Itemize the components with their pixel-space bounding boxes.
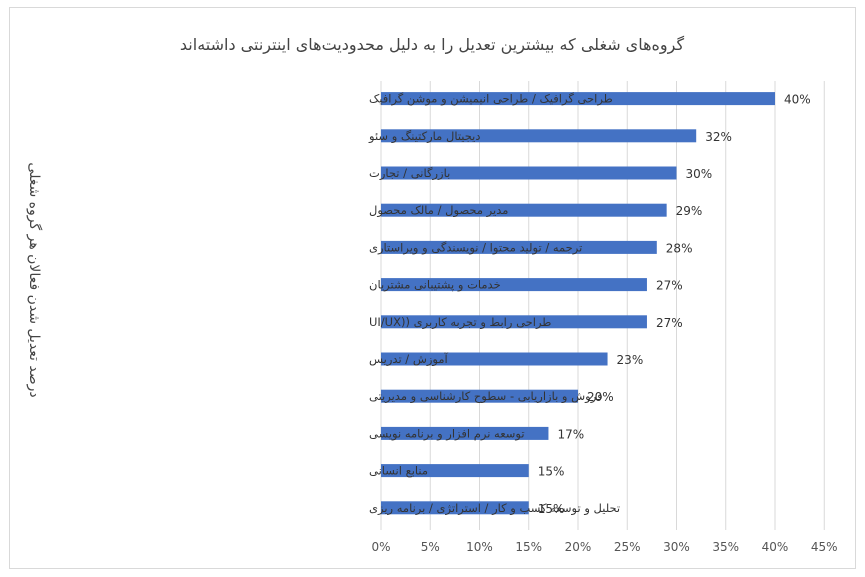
bar [381, 352, 608, 366]
bar [381, 464, 529, 478]
category-label: منابع انسانی [369, 464, 428, 478]
bar [381, 240, 657, 254]
data-label: 29% [676, 204, 703, 218]
category-label: ترجمه / تولید محتوا / نویسندگی و ویراستا… [369, 240, 582, 255]
data-label: 28% [666, 241, 693, 255]
x-tick-label: 40% [762, 540, 789, 554]
data-label: 23% [617, 353, 644, 367]
data-label: 15% [538, 502, 565, 516]
x-tick-label: 0% [371, 540, 390, 554]
x-tick-label: 15% [515, 540, 542, 554]
bar [381, 203, 667, 217]
bar [381, 129, 697, 143]
x-tick-label: 45% [811, 540, 838, 554]
chart-title: گروه‌های شغلی که بیشترین تعدیل را به دلی… [180, 35, 685, 55]
category-label: دیجیتال مارکتینگ و سئو [368, 129, 481, 144]
x-tick-label: 5% [421, 540, 440, 554]
category-label: فروش و بازاریابی - سطوح کارشناسی و مدیری… [369, 389, 603, 404]
y-axis-label: درصد تعدیل شدن فعالان هر گروه شغلی [26, 162, 43, 397]
x-tick-label: 20% [565, 540, 592, 554]
category-label: بازرگانی / تجارت [369, 166, 450, 181]
data-label: 17% [557, 427, 584, 441]
bar [381, 501, 529, 515]
category-label: تحلیل و توسعه کسب و کار / استراتژی / برن… [369, 501, 620, 516]
category-label: مدیر محصول / مالک محصول [369, 203, 508, 218]
data-label: 15% [538, 465, 565, 479]
bar [381, 166, 677, 180]
category-label: آموزش / تدریس [369, 352, 449, 367]
gridlines [380, 81, 825, 530]
category-label: خدمات و پشتیبانی مشتریان [369, 278, 501, 293]
bars [381, 92, 775, 515]
data-label: 27% [656, 279, 683, 293]
x-tick-label: 10% [466, 540, 493, 554]
bar [381, 278, 647, 292]
category-labels: طراحی گرافیک / طراحی انیمیشن و موشن گراف… [368, 92, 620, 516]
x-tick-label: 30% [663, 540, 690, 554]
data-label: 27% [656, 316, 683, 330]
data-label: 32% [705, 130, 732, 144]
data-label: 20% [587, 390, 614, 404]
bar [381, 426, 549, 440]
data-label: 40% [784, 93, 811, 107]
category-label: توسعه نرم افزار و برنامه نویسی [369, 426, 525, 441]
data-label: 30% [686, 167, 713, 181]
category-label: طراحی رابط و تجربه کاربری ((UI/UX [369, 315, 551, 330]
x-tick-label: 35% [712, 540, 739, 554]
bar [381, 92, 775, 106]
bar [381, 315, 647, 329]
bar [381, 389, 578, 403]
data-labels: 40% 32% 30% 29% 28% 27% 27% 23% 20% 17% 15% 15% [538, 93, 811, 516]
x-tick-labels: 0% 5% 10% 15% 20% 25% 30% 35% 40% 45% [371, 540, 837, 554]
category-label: طراحی گرافیک / طراحی انیمیشن و موشن گراف… [369, 92, 613, 107]
x-tick-label: 25% [614, 540, 641, 554]
